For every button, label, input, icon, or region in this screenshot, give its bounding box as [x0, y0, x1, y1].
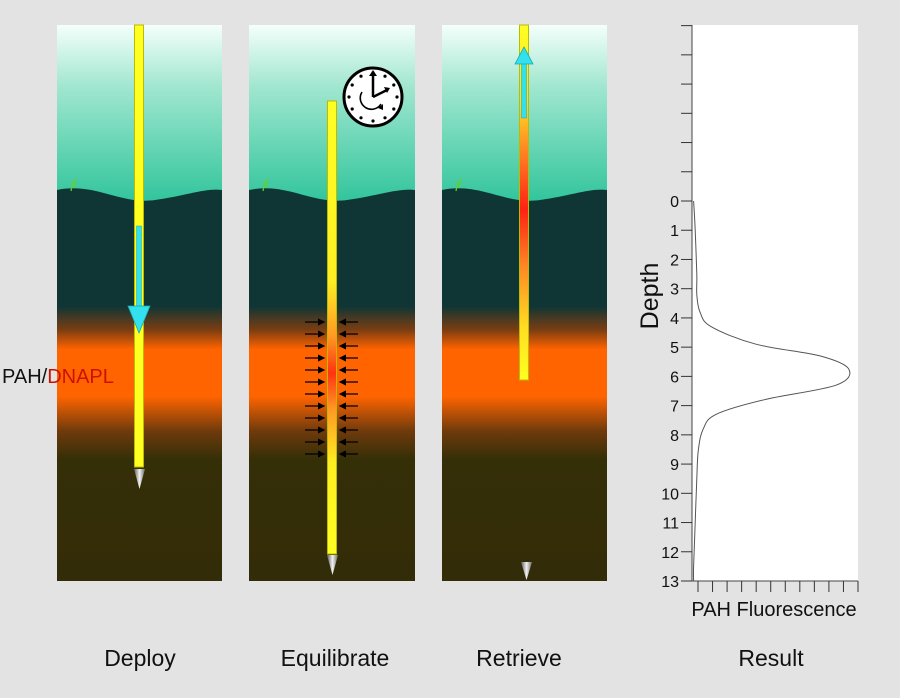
sampler-tube — [327, 100, 337, 555]
x-axis-ticks — [697, 581, 859, 592]
clock-hour-dot — [392, 107, 396, 111]
seagrass-icon — [70, 177, 77, 192]
diffusion-arrows — [305, 318, 358, 458]
y-tick-label: 8 — [670, 428, 679, 445]
label-dnapl: DNAPL — [47, 366, 114, 388]
y-tick-label: 13 — [661, 574, 679, 591]
y-tick-label: 3 — [670, 282, 679, 299]
caption-deploy: Deploy — [104, 645, 176, 671]
y-tick-label: 6 — [670, 369, 679, 386]
y-tick-label: 9 — [670, 457, 679, 474]
clock-hour-dot — [395, 95, 399, 99]
clock-hour-dot — [383, 74, 387, 78]
y-tick-label: 5 — [670, 340, 679, 357]
drive-point-tip — [134, 469, 145, 489]
label-pah: PAH/ — [2, 366, 48, 388]
y-tick-label: 4 — [670, 311, 679, 328]
seagrass-icon — [262, 177, 269, 192]
down-arrow-icon — [127, 305, 151, 335]
x-axis-label: PAH Fluorescence — [691, 599, 856, 621]
caption-retrieve: Retrieve — [476, 645, 562, 671]
clock-icon — [342, 66, 404, 128]
caption-equilibrate: Equilibrate — [281, 645, 390, 671]
y-tick-label: 7 — [670, 399, 679, 416]
sediment-column — [442, 188, 607, 582]
arrow-shaft — [521, 59, 527, 119]
y-tick-label: 2 — [670, 252, 679, 269]
drive-point-tip — [521, 562, 532, 580]
y-tick-label: 1 — [670, 223, 679, 240]
caption-result: Result — [738, 645, 804, 671]
clock-hour-dot — [371, 119, 375, 123]
clock-hour-dot — [350, 83, 354, 87]
y-tick-label: 0 — [670, 194, 679, 211]
clock-hour-dot — [359, 74, 363, 78]
up-arrow-icon — [514, 46, 534, 65]
y-tick-label: 12 — [661, 545, 679, 562]
y-tick-label: 11 — [662, 516, 679, 533]
seagrass-icon — [455, 177, 462, 192]
chart-plot-area — [692, 25, 858, 581]
clock-hour-dot — [347, 95, 351, 99]
clock-hour-dot — [350, 107, 354, 111]
panel-retrieve — [442, 24, 607, 582]
sampler-tube — [519, 24, 529, 381]
y-axis-label: Depth — [636, 263, 664, 330]
panel-equilibrate — [249, 25, 415, 582]
arrow-shaft — [136, 225, 142, 311]
clock-hour-dot — [383, 116, 387, 120]
panel-deploy — [57, 24, 222, 582]
fluorescence-profile-line — [692, 200, 851, 582]
drive-point-tip — [327, 555, 338, 575]
clock-hour-dot — [359, 116, 363, 120]
upper-axis-ticks — [681, 25, 692, 173]
y-tick-label: 10 — [661, 486, 679, 503]
clock-hour-dot — [392, 83, 396, 87]
contaminant-layer-label: PAH/DNAPL — [2, 366, 114, 388]
